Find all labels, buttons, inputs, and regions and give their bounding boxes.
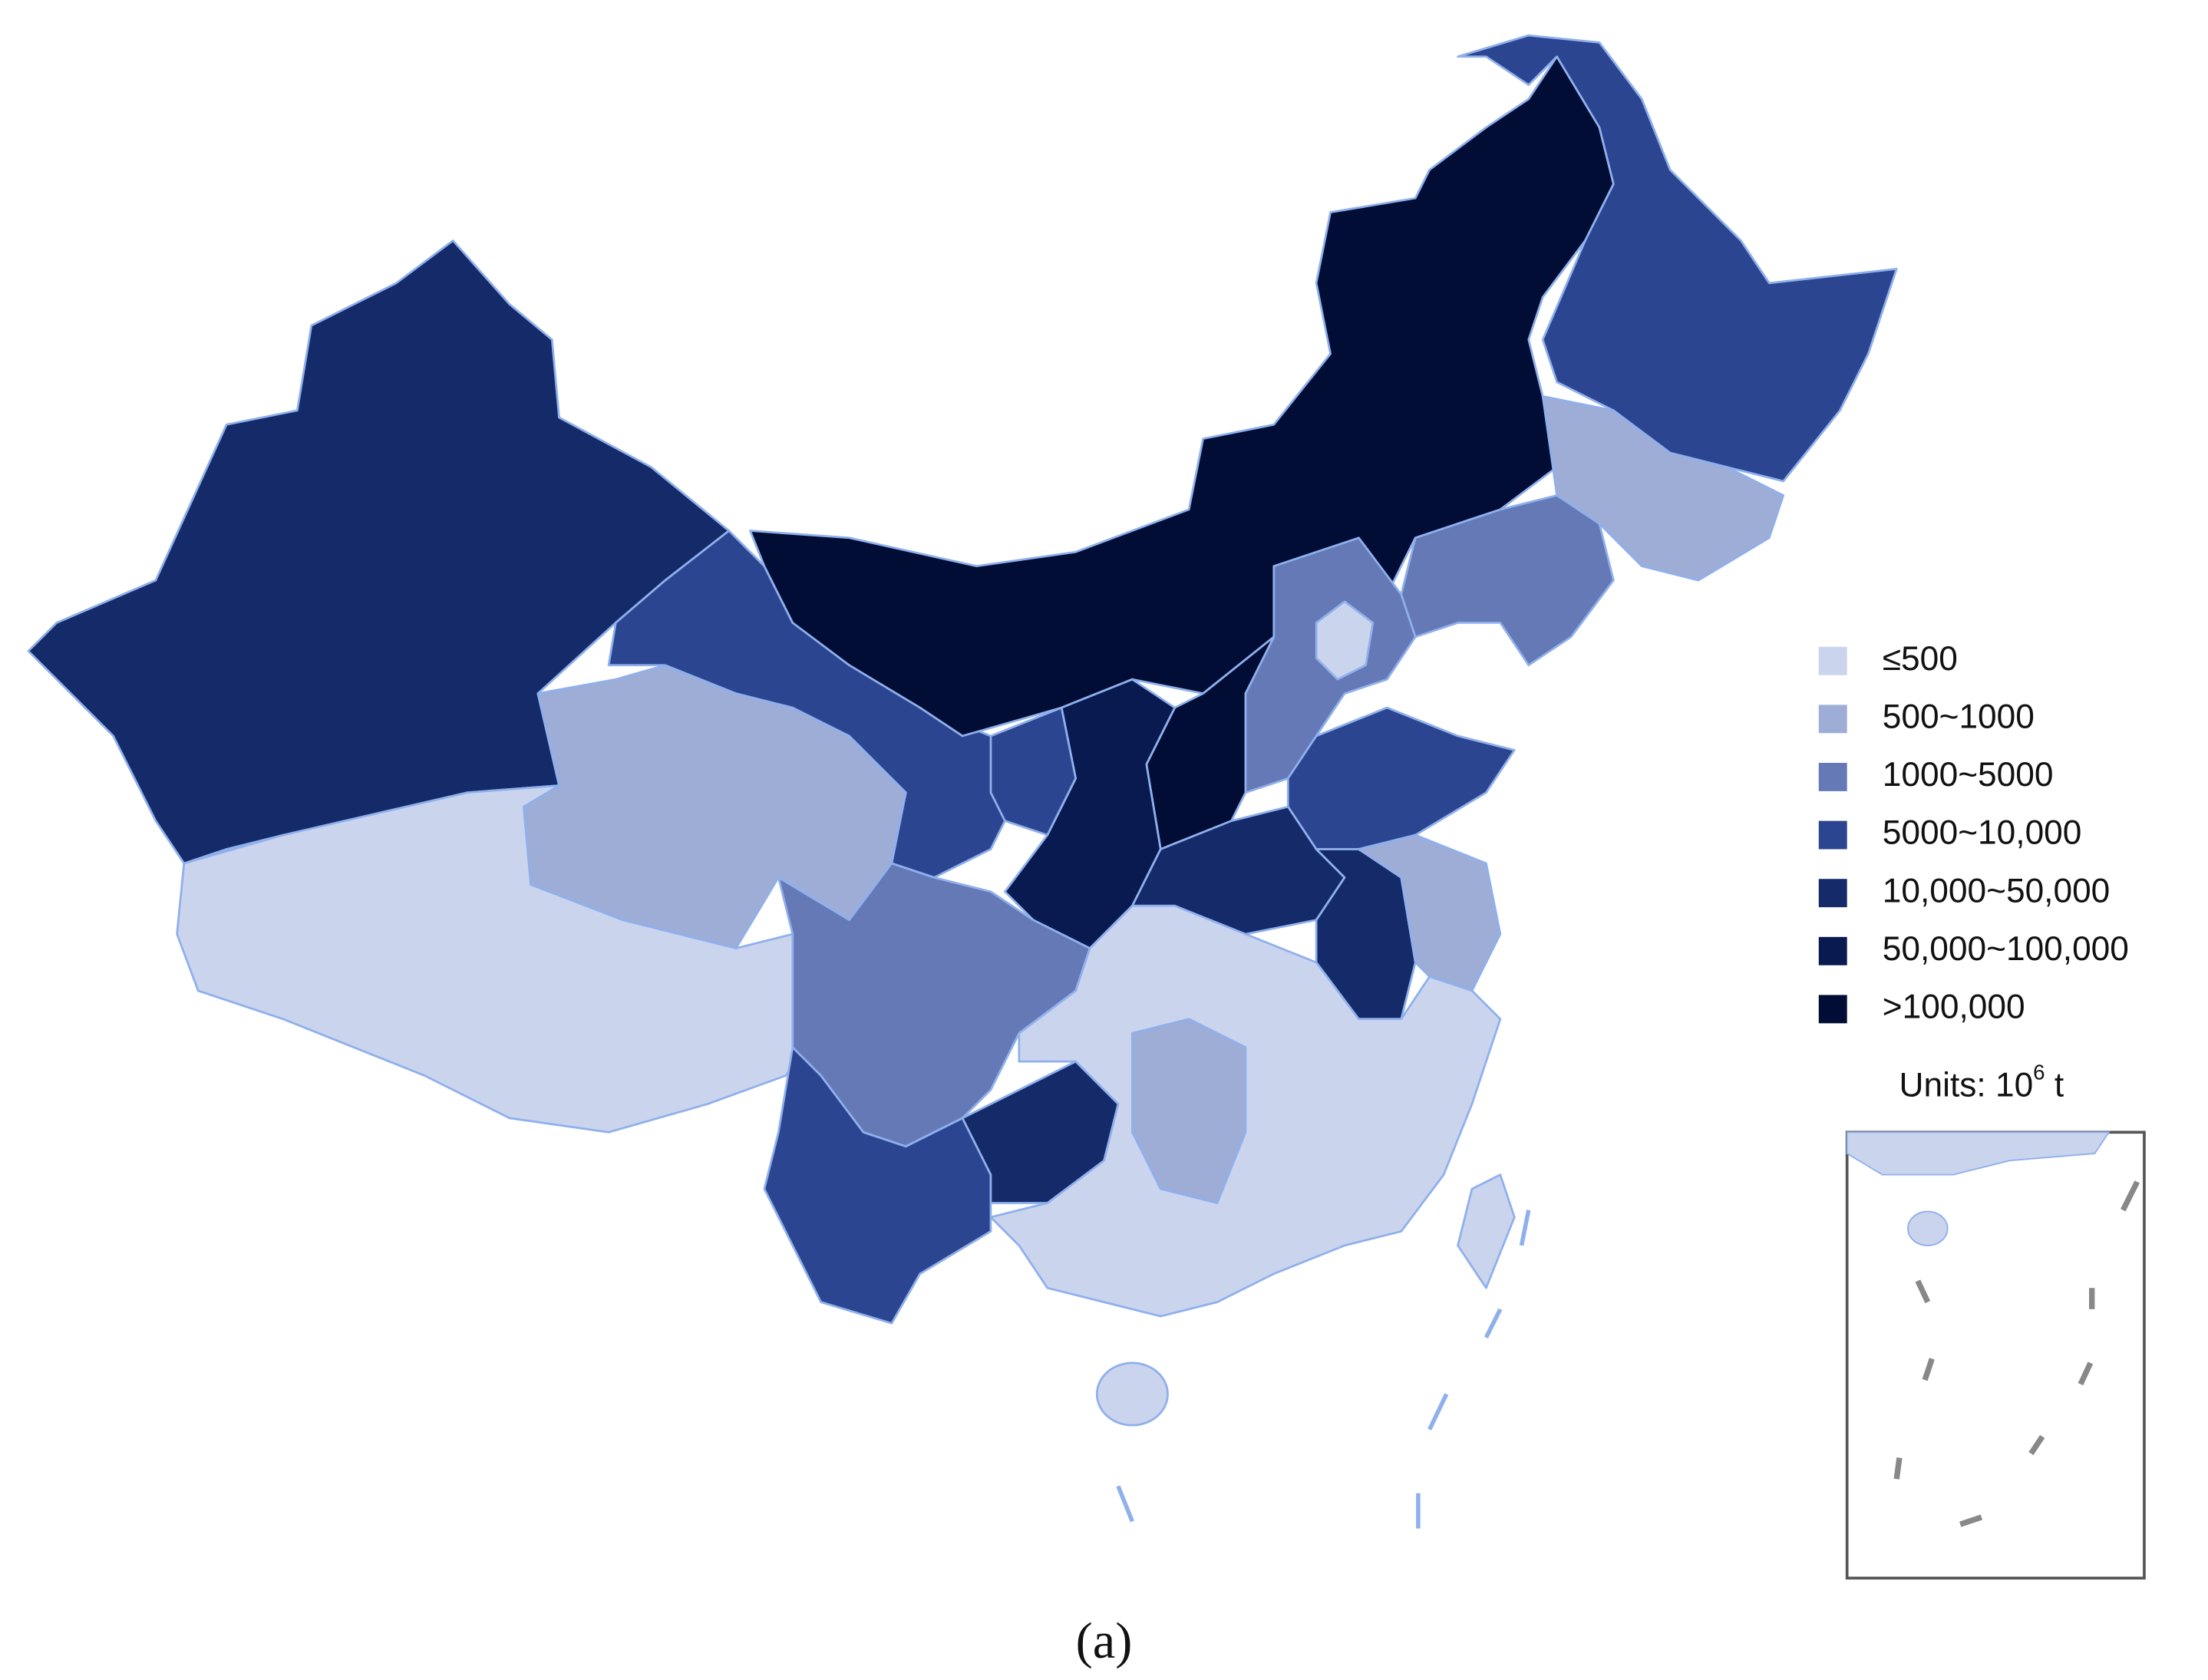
legend-label: ≤500 bbox=[1883, 640, 1958, 678]
inset bbox=[1845, 1130, 2146, 1580]
legend-swatch bbox=[1818, 646, 1847, 675]
islands bbox=[1116, 1210, 1531, 1529]
legend-label: 50,000~100,000 bbox=[1883, 930, 2129, 968]
legend-swatch bbox=[1818, 936, 1847, 965]
legend-box bbox=[1786, 544, 2154, 1126]
legend-swatch bbox=[1818, 879, 1847, 908]
regions bbox=[27, 34, 1898, 1427]
legend-label: 5000~10,000 bbox=[1883, 814, 2082, 852]
units-suffix: t bbox=[2045, 1066, 2064, 1104]
legend-swatch bbox=[1818, 705, 1847, 734]
region bbox=[1315, 600, 1375, 681]
units-text: Units: 10 bbox=[1899, 1066, 2034, 1104]
legend-swatch bbox=[1818, 995, 1847, 1024]
legend-swatch bbox=[1818, 820, 1847, 850]
region bbox=[1457, 1173, 1516, 1289]
legend-label: 500~1000 bbox=[1883, 698, 2035, 736]
legend: ≤500 500~1000 1000~5000 5000~10,000 10,000~5… bbox=[1818, 640, 2129, 1026]
units-exponent: 6 bbox=[2033, 1061, 2045, 1084]
region bbox=[989, 706, 1078, 837]
legend-label: 10,000~50,000 bbox=[1883, 872, 2111, 909]
legend-label: >100,000 bbox=[1883, 989, 2025, 1026]
units: Units: 106 t bbox=[1899, 1061, 2064, 1104]
region bbox=[749, 55, 1615, 738]
legend-swatch bbox=[1818, 762, 1847, 791]
region bbox=[1095, 1361, 1169, 1427]
legend-label: 1000~5000 bbox=[1883, 756, 2054, 794]
region bbox=[961, 1060, 1120, 1204]
caption: (a) bbox=[1076, 1613, 1133, 1669]
region bbox=[1130, 1018, 1247, 1204]
region bbox=[763, 1046, 992, 1325]
